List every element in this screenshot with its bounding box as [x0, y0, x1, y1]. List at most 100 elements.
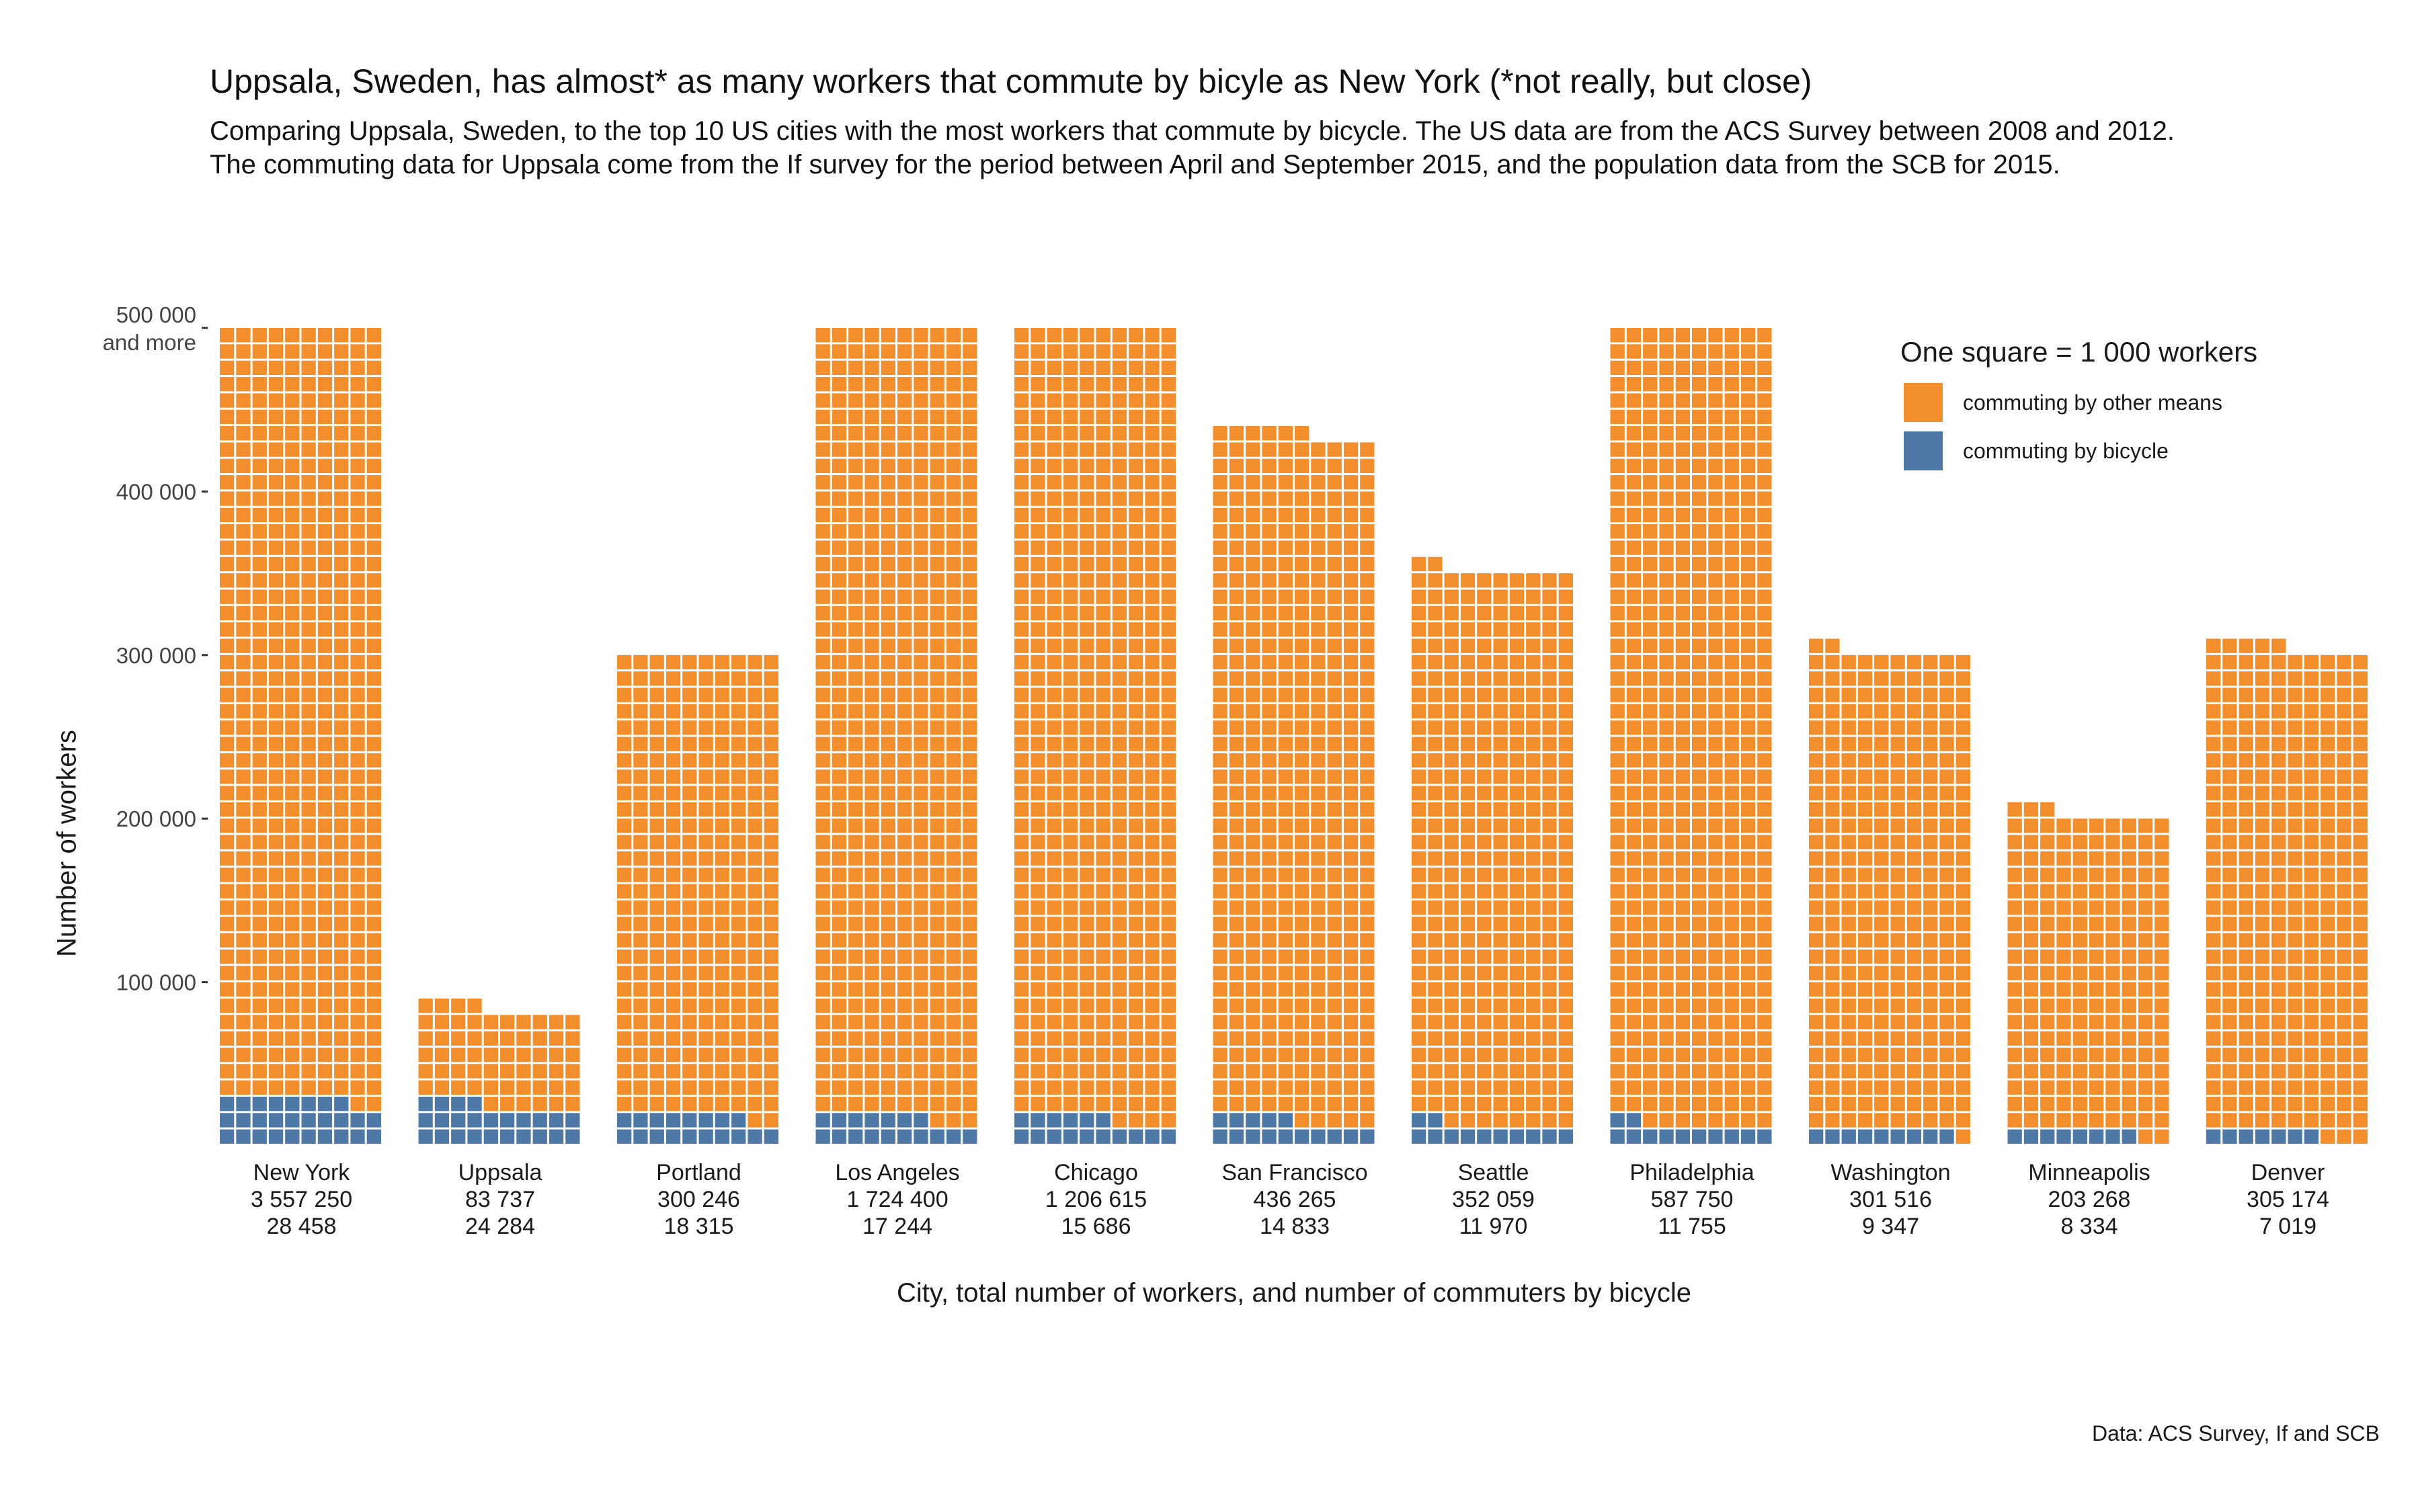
other-square — [1031, 998, 1045, 1013]
other-square — [301, 1047, 316, 1062]
other-square — [366, 360, 381, 376]
other-square — [2304, 868, 2319, 882]
other-square — [1923, 835, 1938, 849]
other-square — [1112, 360, 1127, 376]
other-square — [1428, 1015, 1443, 1030]
other-square — [1890, 868, 1905, 882]
other-square — [897, 1031, 912, 1046]
other-square — [1509, 933, 1525, 948]
other-square — [1558, 998, 1573, 1013]
other-square — [1610, 687, 1625, 702]
other-square — [946, 491, 961, 506]
other-square — [317, 655, 333, 670]
other-square — [1825, 687, 1840, 702]
other-square — [1129, 328, 1143, 343]
other-square — [1096, 328, 1111, 343]
other-square — [220, 884, 235, 898]
other-square — [1675, 786, 1690, 800]
other-square — [350, 851, 365, 866]
other-square — [1229, 704, 1244, 719]
other-square — [2255, 835, 2270, 849]
other-square — [1161, 1015, 1176, 1030]
other-square — [1659, 458, 1674, 474]
other-square — [1047, 524, 1061, 539]
other-square — [1740, 393, 1756, 408]
other-square — [2353, 737, 2368, 751]
other-square — [1906, 753, 1922, 768]
other-square — [1659, 622, 1674, 637]
other-square — [1213, 458, 1227, 474]
other-square — [832, 818, 847, 833]
other-square — [366, 917, 381, 931]
other-square — [832, 442, 847, 457]
other-square — [1825, 1080, 1840, 1095]
other-square — [1825, 1015, 1840, 1030]
other-square — [236, 966, 251, 980]
bicycle-square — [649, 1129, 664, 1144]
other-square — [1939, 835, 1954, 849]
other-square — [1526, 605, 1541, 621]
other-square — [1428, 884, 1443, 898]
other-square — [1643, 786, 1658, 800]
other-square — [220, 1080, 235, 1095]
other-square — [1428, 1096, 1443, 1111]
other-square — [617, 671, 632, 686]
other-square — [1096, 655, 1111, 670]
other-square — [815, 933, 830, 948]
other-square — [1080, 556, 1094, 572]
other-square — [366, 818, 381, 833]
bicycle-square — [236, 1096, 251, 1111]
other-square — [930, 507, 944, 523]
other-square — [1112, 671, 1127, 686]
other-square — [2304, 851, 2319, 866]
other-square — [832, 556, 847, 572]
other-square — [1542, 949, 1557, 964]
other-square — [301, 1064, 316, 1079]
bicycle-square — [682, 1129, 697, 1144]
other-square — [350, 704, 365, 719]
other-square — [914, 655, 928, 670]
other-square — [285, 1080, 300, 1095]
bicycle-square — [334, 1096, 349, 1111]
other-square — [1841, 998, 1856, 1013]
other-square — [815, 868, 830, 882]
other-square — [252, 802, 267, 817]
other-square — [1939, 737, 1954, 751]
bicycle-square — [963, 1129, 977, 1144]
other-square — [2321, 704, 2335, 719]
other-square — [1063, 655, 1078, 670]
other-square — [1327, 1031, 1342, 1046]
other-square — [1509, 851, 1525, 866]
other-square — [1857, 949, 1873, 964]
other-square — [2154, 835, 2169, 849]
other-square — [682, 655, 697, 670]
other-square — [1724, 998, 1739, 1013]
other-square — [317, 900, 333, 915]
other-square — [715, 818, 730, 833]
other-square — [1063, 377, 1078, 392]
other-square — [1112, 687, 1127, 702]
other-square — [1757, 998, 1772, 1013]
other-square — [815, 998, 830, 1013]
other-square — [731, 900, 746, 915]
bicycle-square — [1509, 1129, 1525, 1144]
other-square — [1874, 769, 1889, 784]
other-square — [1031, 949, 1045, 964]
bicycle-square — [1343, 1129, 1359, 1144]
other-square — [2288, 1096, 2302, 1111]
other-square — [1145, 966, 1160, 980]
other-square — [1643, 426, 1658, 441]
bicycle-square — [1047, 1129, 1061, 1144]
other-square — [914, 540, 928, 555]
other-square — [764, 655, 778, 670]
other-square — [1112, 573, 1127, 588]
other-square — [366, 377, 381, 392]
other-square — [1014, 687, 1029, 702]
other-square — [1129, 638, 1143, 653]
other-square — [864, 655, 879, 670]
other-square — [1063, 868, 1078, 882]
other-square — [1724, 720, 1739, 735]
other-square — [532, 1080, 547, 1095]
other-square — [2337, 737, 2351, 751]
bicycle-square — [1526, 1129, 1541, 1144]
